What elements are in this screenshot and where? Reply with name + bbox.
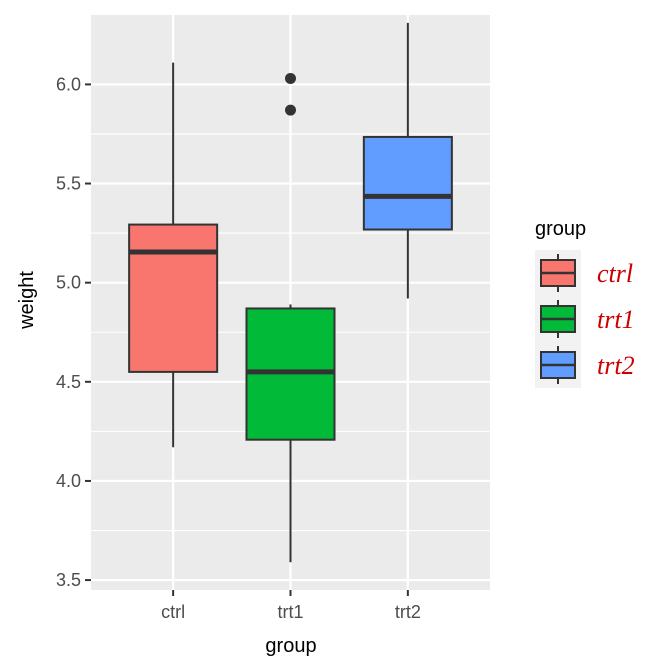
x-tick-label: trt1 [277, 602, 303, 622]
legend-label: ctrl [597, 259, 633, 288]
box-body [128, 223, 219, 373]
y-tick-label: 3.5 [56, 570, 81, 590]
box-body [362, 135, 453, 231]
x-tick-label: ctrl [161, 602, 185, 622]
legend-item-trt2: trt2 [540, 346, 635, 384]
legend-label: trt1 [597, 305, 635, 334]
legend-label: trt2 [597, 351, 635, 380]
x-tick-label: trt2 [395, 602, 421, 622]
y-tick-label: 4.5 [56, 372, 81, 392]
y-tick-label: 5.5 [56, 174, 81, 194]
box-trt1 [245, 72, 336, 563]
y-axis-title: weight [16, 271, 38, 330]
legend-item-trt1: trt1 [540, 300, 635, 338]
outlier-point [285, 72, 296, 84]
x-axis-title: group [265, 635, 316, 657]
box-ctrl [128, 62, 219, 448]
legend-title: group [535, 218, 586, 240]
y-tick-label: 6.0 [56, 74, 81, 94]
outlier-point [285, 104, 296, 116]
y-tick-label: 4.0 [56, 471, 81, 491]
box-trt2 [362, 22, 453, 299]
legend-item-ctrl: ctrl [540, 254, 633, 292]
y-tick-label: 5.0 [56, 273, 81, 293]
